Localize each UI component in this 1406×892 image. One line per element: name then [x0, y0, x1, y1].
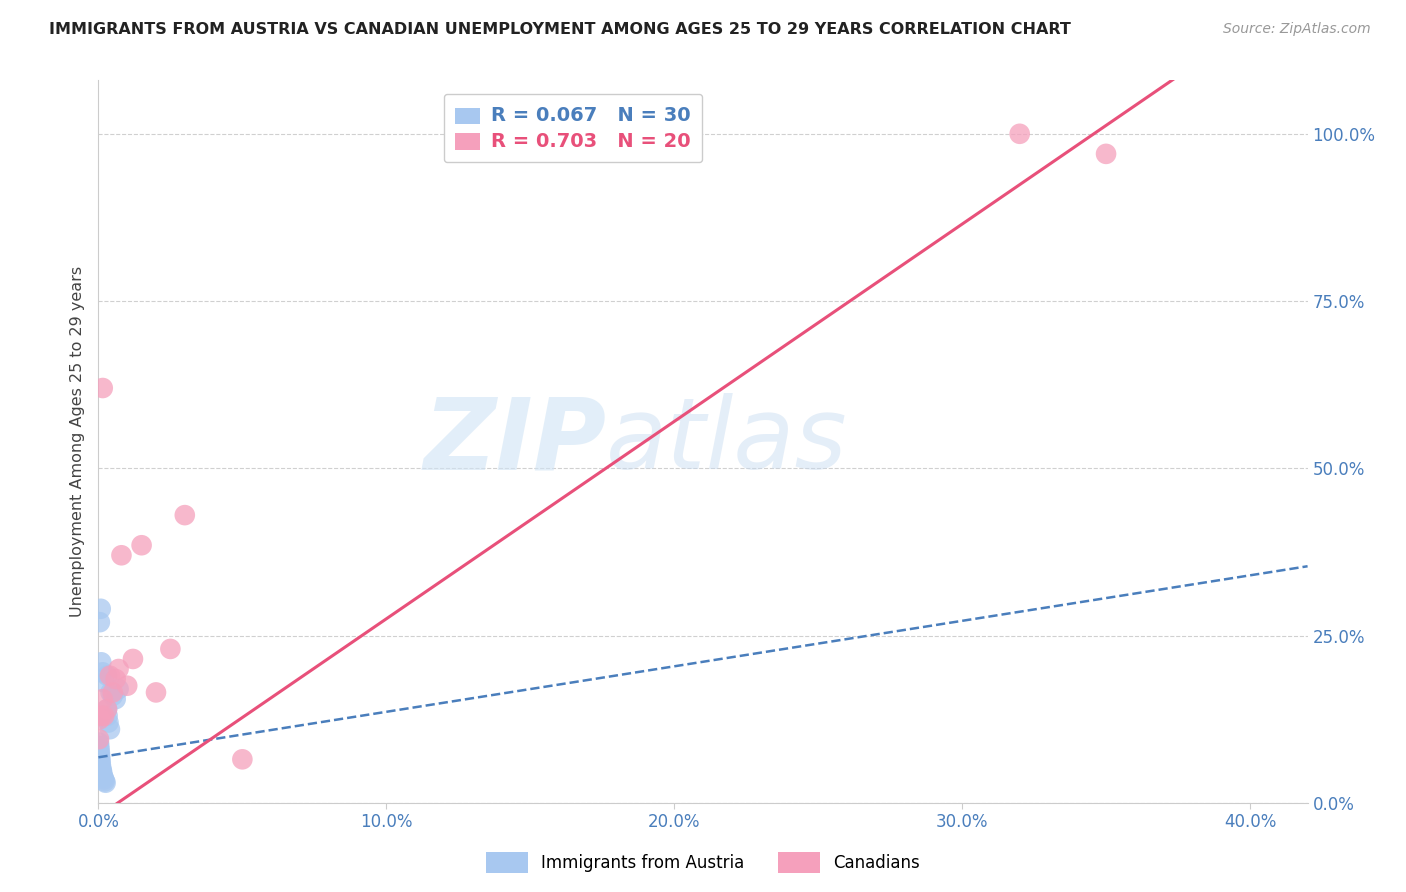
Point	[97, 715, 120, 730]
Point	[90, 762, 112, 776]
Text: atlas: atlas	[606, 393, 848, 490]
Point	[101, 689, 124, 703]
Point	[89, 739, 111, 753]
Point	[93, 675, 115, 690]
Text: ZIP: ZIP	[423, 393, 606, 490]
Point	[101, 685, 124, 699]
Point	[90, 602, 112, 616]
Point	[91, 381, 114, 395]
Point	[97, 708, 120, 723]
Point	[122, 652, 145, 666]
Text: Source: ZipAtlas.com: Source: ZipAtlas.com	[1223, 22, 1371, 37]
Point	[89, 749, 111, 764]
Point	[87, 735, 110, 749]
Point	[96, 702, 118, 716]
Point	[89, 752, 111, 766]
Point	[90, 708, 112, 723]
Point	[115, 679, 138, 693]
Point	[104, 692, 127, 706]
Point	[98, 723, 121, 737]
Point	[90, 655, 112, 669]
Point	[145, 685, 167, 699]
Point	[1008, 127, 1031, 141]
Y-axis label: Unemployment Among Ages 25 to 29 years: Unemployment Among Ages 25 to 29 years	[69, 266, 84, 617]
Point	[89, 742, 111, 756]
Point	[93, 772, 115, 787]
Point	[91, 692, 114, 706]
Point	[91, 769, 114, 783]
Point	[107, 681, 129, 696]
Point	[89, 712, 111, 726]
Point	[93, 708, 115, 723]
Point	[100, 685, 122, 699]
Point	[94, 776, 117, 790]
Point	[90, 764, 112, 778]
Point	[89, 615, 111, 630]
Point	[90, 756, 112, 770]
Legend: Immigrants from Austria, Canadians: Immigrants from Austria, Canadians	[479, 846, 927, 880]
Point	[87, 732, 110, 747]
Point	[107, 662, 129, 676]
Point	[231, 752, 253, 766]
Point	[94, 774, 117, 789]
Point	[90, 759, 112, 773]
Point	[96, 702, 118, 716]
Point	[91, 771, 114, 785]
Point	[91, 665, 114, 680]
Point	[89, 746, 111, 760]
Legend: R = 0.067   N = 30, R = 0.703   N = 20: R = 0.067 N = 30, R = 0.703 N = 20	[444, 95, 702, 161]
Point	[96, 669, 118, 683]
Point	[104, 672, 127, 686]
Point	[173, 508, 195, 523]
Point	[91, 765, 114, 780]
Point	[98, 669, 121, 683]
Text: IMMIGRANTS FROM AUSTRIA VS CANADIAN UNEMPLOYMENT AMONG AGES 25 TO 29 YEARS CORRE: IMMIGRANTS FROM AUSTRIA VS CANADIAN UNEM…	[49, 22, 1071, 37]
Point	[131, 538, 153, 552]
Point	[159, 642, 181, 657]
Point	[110, 548, 132, 563]
Point	[1095, 147, 1118, 161]
